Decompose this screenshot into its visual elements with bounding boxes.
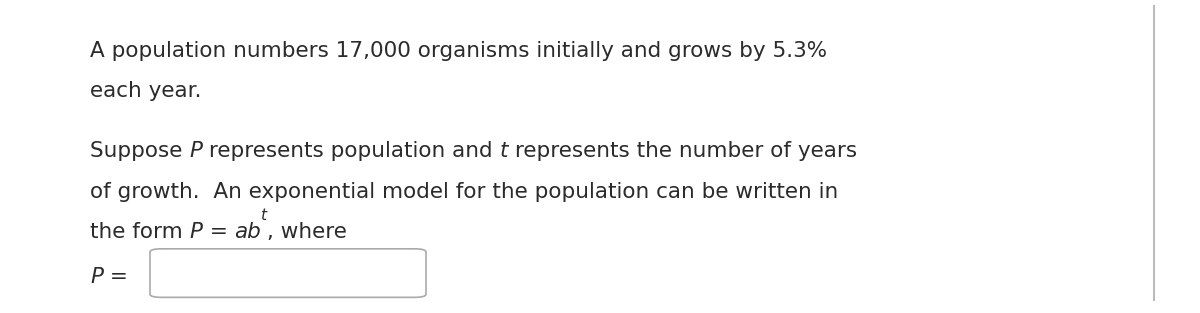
- Text: P: P: [190, 222, 203, 242]
- Text: the form: the form: [90, 222, 190, 242]
- Text: of growth.  An exponential model for the population can be written in: of growth. An exponential model for the …: [90, 182, 839, 202]
- Text: A population numbers 17,000 organisms initially and grows by 5.3%: A population numbers 17,000 organisms in…: [90, 41, 827, 61]
- Text: represents population and: represents population and: [203, 141, 499, 161]
- Text: P: P: [190, 141, 203, 161]
- FancyBboxPatch shape: [150, 249, 426, 297]
- Text: =: =: [203, 222, 234, 242]
- Text: each year.: each year.: [90, 81, 202, 101]
- Text: =: =: [103, 267, 128, 287]
- Text: ab: ab: [234, 222, 262, 242]
- Text: , where: , where: [268, 222, 347, 242]
- Text: P: P: [90, 267, 103, 287]
- Text: represents the number of years: represents the number of years: [508, 141, 857, 161]
- Text: Suppose: Suppose: [90, 141, 190, 161]
- Text: t: t: [499, 141, 508, 161]
- Text: t: t: [262, 208, 268, 223]
